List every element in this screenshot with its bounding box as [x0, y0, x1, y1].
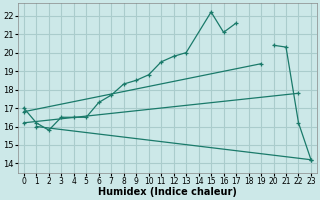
X-axis label: Humidex (Indice chaleur): Humidex (Indice chaleur)	[98, 187, 237, 197]
